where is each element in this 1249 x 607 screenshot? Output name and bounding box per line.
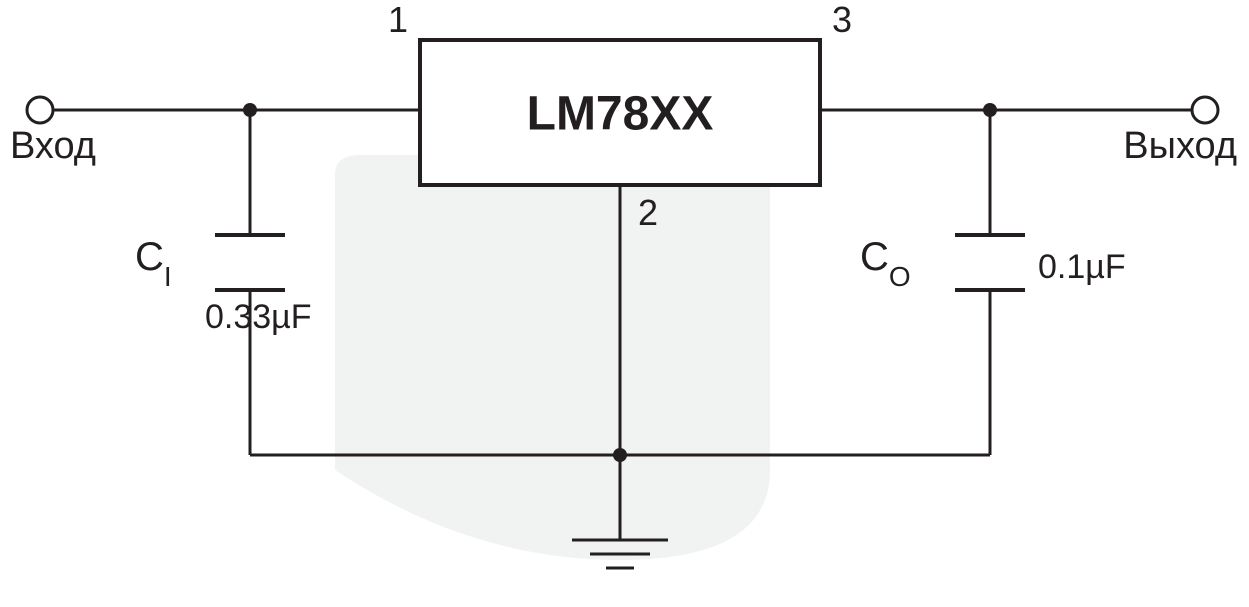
pin2-label: 2 xyxy=(638,192,658,233)
output-terminal xyxy=(1192,97,1218,123)
chip-label: LM78XX xyxy=(527,87,714,140)
pin3-label: 3 xyxy=(832,0,852,40)
input-label: Вход xyxy=(10,125,96,167)
circuit-schematic: LM78XX 1 3 2 Вход Выход CI 0.33µF CO 0.1µF xyxy=(0,0,1249,607)
capacitor-ci-value: 0.33µF xyxy=(205,298,312,336)
capacitor-co-value: 0.1µF xyxy=(1038,248,1126,286)
pin1-label: 1 xyxy=(388,0,408,40)
input-terminal xyxy=(27,97,53,123)
capacitor-co-name: CO xyxy=(860,235,911,292)
output-label: Выход xyxy=(1123,125,1237,167)
background-watermark xyxy=(335,155,770,560)
capacitor-ci-name: CI xyxy=(135,235,172,292)
